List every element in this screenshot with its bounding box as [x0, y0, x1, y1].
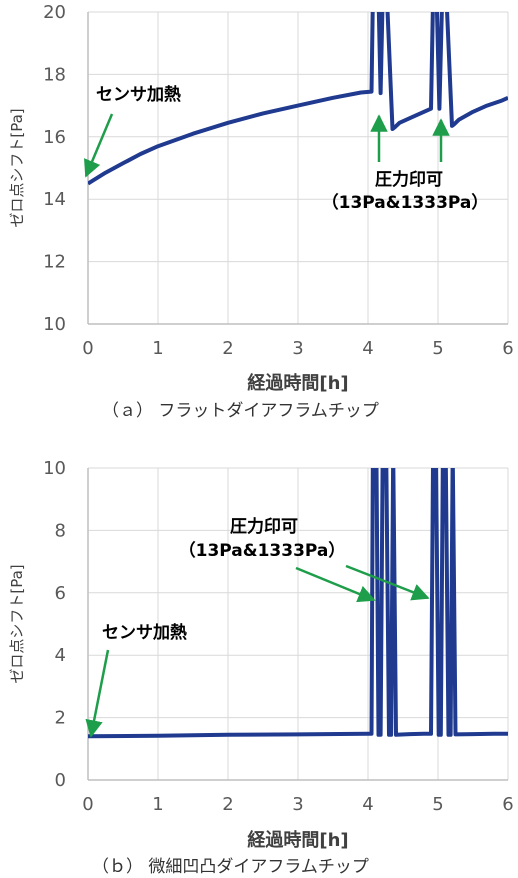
chart-b-annotation-heating: センサ加熱 [102, 622, 187, 643]
chart-b-x-tick-label: 6 [502, 794, 513, 815]
chart-b-annotation-pressure: 圧力印可 [230, 516, 298, 537]
chart-a-x-tick-label: 3 [292, 338, 303, 359]
chart-b-y-tick-label: 6 [55, 583, 66, 604]
chart-b-x-tick-label: 3 [292, 794, 303, 815]
chart-a-y-tick-label: 16 [43, 127, 66, 148]
chart-b-arrow-pressure-1 [295, 566, 376, 603]
chart-b-x-tick-label: 4 [362, 794, 373, 815]
chart-b-caption: （ｂ） 微細凹凸ダイアフラムチップ [92, 857, 369, 877]
chart-b-y-tick-label: 10 [43, 458, 66, 479]
chart-b-y-tick-label: 0 [55, 770, 66, 791]
chart-b-y-tick-label: 2 [55, 708, 66, 729]
chart-b-arrow-pressure-2 [345, 564, 430, 601]
chart-b-y-tick-label: 8 [55, 520, 66, 541]
chart-b-y-tick-label: 4 [55, 645, 66, 666]
chart-a-y-tick-label: 12 [43, 252, 66, 273]
chart-a-x-tick-label: 0 [82, 338, 93, 359]
chart-b-arrow-heating [85, 649, 110, 738]
chart-a-x-tick-label: 1 [152, 338, 163, 359]
chart-a-annotation-pressure: 圧力印可 [375, 169, 443, 190]
chart-a-annotation-heating: センサ加熱 [96, 84, 181, 105]
chart-b-x-tick-label: 5 [432, 794, 443, 815]
chart-a-series-line [88, 12, 508, 186]
chart-b: 0 1 2 3 4 5 6 0 2 4 6 8 10 経過時間[h] ゼロ点シフト[Pa] （ｂ） 微細… [8, 458, 514, 877]
chart-a-caption: （ａ） フラットダイアフラムチップ [102, 401, 379, 421]
chart-a-x-tick-label: 2 [222, 338, 233, 359]
chart-b-y-axis-label: ゼロ点シフト[Pa] [8, 564, 26, 683]
chart-b-x-tick-label: 1 [152, 794, 163, 815]
chart-a-y-axis-label: ゼロ点シフト[Pa] [8, 108, 26, 227]
chart-b-annotation-pressure-values: （13Pa&1333Pa） [179, 540, 346, 561]
chart-b-x-axis-label: 経過時間[h] [247, 829, 348, 851]
chart-a-y-tick-label: 20 [43, 2, 66, 23]
chart-a-y-tick-label: 14 [43, 189, 66, 210]
chart-a-annotation-pressure-values: （13Pa&1333Pa） [322, 192, 489, 213]
chart-a-x-tick-label: 4 [362, 338, 373, 359]
chart-b-x-tick-label: 2 [222, 794, 233, 815]
chart-b-series-line [88, 468, 508, 739]
chart-a-x-axis-label: 経過時間[h] [247, 372, 348, 394]
chart-a-grid [87, 11, 509, 325]
chart-b-tick-labels: 0 1 2 3 4 5 6 0 2 4 6 8 10 [43, 458, 514, 815]
chart-a-y-tick-label: 10 [43, 314, 66, 335]
chart-a-y-tick-label: 18 [43, 64, 66, 85]
chart-a-arrow-heating [84, 113, 114, 178]
chart-b-x-tick-label: 0 [82, 794, 93, 815]
chart-a-x-tick-label: 5 [432, 338, 443, 359]
chart-a-x-tick-label: 6 [502, 338, 513, 359]
